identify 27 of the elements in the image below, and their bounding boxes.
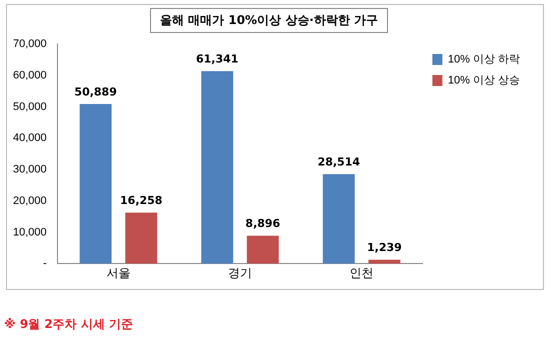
data-label: 16,258 xyxy=(120,194,162,207)
y-tick-label: 50,000 xyxy=(12,100,47,113)
data-label: 28,514 xyxy=(318,156,360,169)
y-tick-label: 10,000 xyxy=(12,226,47,238)
bar xyxy=(368,260,400,264)
data-label: 61,341 xyxy=(196,52,238,66)
y-tick-label: 30,000 xyxy=(12,164,47,176)
data-label: 50,889 xyxy=(74,85,117,98)
x-tick-label: 서울 xyxy=(106,266,130,280)
legend-label: 10% 이상 상승 xyxy=(448,74,520,87)
y-tick-label: 40,000 xyxy=(12,132,47,144)
y-tick-label: 60,000 xyxy=(12,69,47,82)
x-tick-label: 경기 xyxy=(228,266,252,280)
bar xyxy=(246,236,279,264)
data-label: 1,239 xyxy=(366,241,402,254)
x-tick-label: 인천 xyxy=(350,266,374,280)
y-tick-label: 20,000 xyxy=(12,194,47,207)
bar xyxy=(80,104,112,264)
text: ※ 9월 2주차 시세 기준 xyxy=(4,316,134,333)
legend-label: 10% 이상 하락 xyxy=(448,54,520,66)
bar xyxy=(125,212,158,264)
y-tick-label: 70,000 xyxy=(12,38,47,50)
bar xyxy=(201,71,234,264)
y-tick-label: - xyxy=(42,258,47,270)
chart-title: 올해 매매가 10%이상 상승·하락한 가구 xyxy=(150,8,388,33)
bar xyxy=(322,174,355,264)
data-label: 8,896 xyxy=(245,217,281,230)
